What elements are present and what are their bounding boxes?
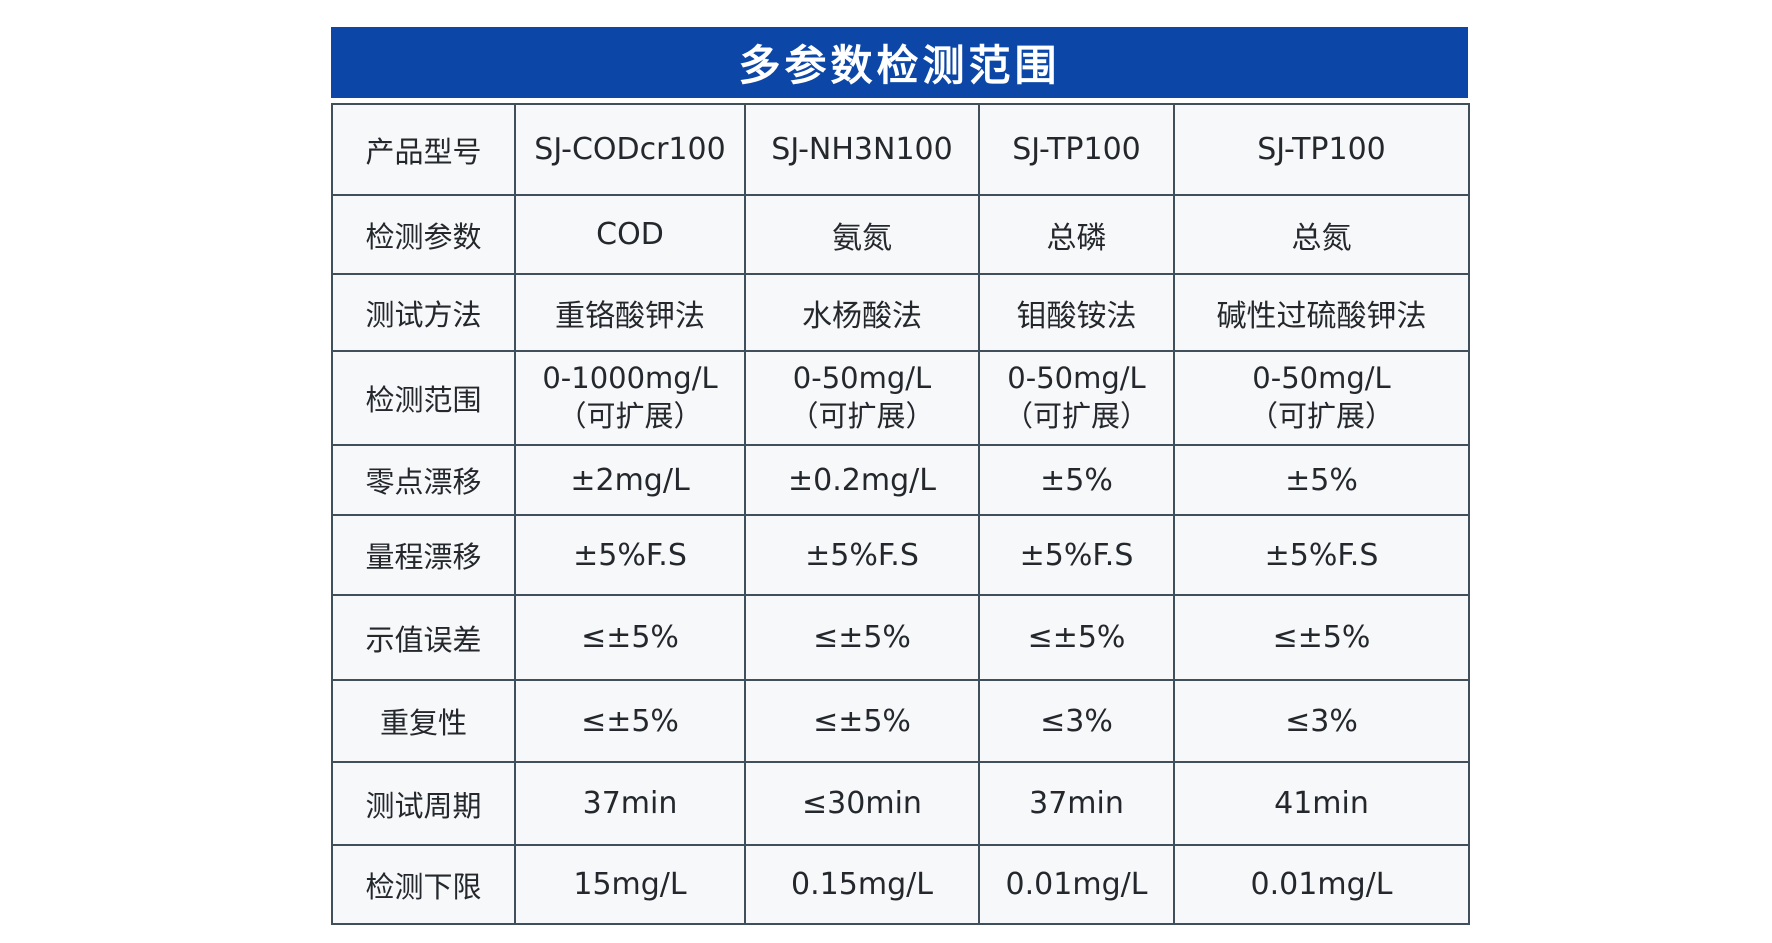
row-label: 示值误差 — [331, 594, 516, 681]
table-cell: ≤3% — [1173, 679, 1470, 763]
table-cell: 41min — [1173, 761, 1470, 846]
range-value: 0-50mg/L — [1252, 361, 1391, 396]
table-cell: 0-50mg/L （可扩展） — [1173, 350, 1470, 446]
row-label: 量程漂移 — [331, 514, 516, 596]
table-cell: 钼酸铵法 — [978, 273, 1175, 352]
row-label: 重复性 — [331, 679, 516, 763]
row-span-drift: 量程漂移 ±5%F.S ±5%F.S ±5%F.S ±5%F.S — [331, 514, 1470, 596]
row-label: 测试周期 — [331, 761, 516, 846]
table-cell: 重铬酸钾法 — [514, 273, 746, 352]
table-cell: 37min — [514, 761, 746, 846]
table-cell: SJ-CODcr100 — [514, 103, 746, 196]
table-cell: 0.01mg/L — [978, 844, 1175, 925]
table-cell: 0-50mg/L （可扩展） — [744, 350, 980, 446]
range-value: 0-50mg/L — [792, 361, 932, 396]
table-cell: ≤±5% — [978, 594, 1175, 681]
row-label: 检测范围 — [331, 350, 516, 446]
row-label: 测试方法 — [331, 273, 516, 352]
range-value: 0-1000mg/L — [542, 361, 718, 396]
table-cell: ≤3% — [978, 679, 1175, 763]
row-label: 零点漂移 — [331, 444, 516, 516]
table-cell: SJ-NH3N100 — [744, 103, 980, 196]
table-title: 多参数检测范围 — [738, 41, 1061, 90]
table-cell: 0.15mg/L — [744, 844, 980, 925]
range-note: （可扩展） — [557, 399, 703, 433]
table-cell: 氨氮 — [744, 194, 980, 275]
table-cell: ±5%F.S — [744, 514, 980, 596]
table-cell: 0.01mg/L — [1173, 844, 1470, 925]
row-detection-parameter: 检测参数 COD 氨氮 总磷 总氮 — [331, 194, 1470, 275]
spec-table-panel: 多参数检测范围 产品型号 SJ-CODcr100 SJ-NH3N100 SJ-T… — [331, 27, 1470, 925]
row-label: 检测参数 — [331, 194, 516, 275]
row-detection-limit: 检测下限 15mg/L 0.15mg/L 0.01mg/L 0.01mg/L — [331, 844, 1470, 925]
row-product-model: 产品型号 SJ-CODcr100 SJ-NH3N100 SJ-TP100 SJ-… — [331, 103, 1470, 196]
row-detection-range: 检测范围 0-1000mg/L （可扩展） 0-50mg/L （可扩展） 0-5… — [331, 350, 1470, 446]
range-note: （可扩展） — [1248, 399, 1394, 433]
table-cell: ±0.2mg/L — [744, 444, 980, 516]
table-cell: 总磷 — [978, 194, 1175, 275]
table-cell: 37min — [978, 761, 1175, 846]
table-cell: ±5%F.S — [514, 514, 746, 596]
row-test-cycle: 测试周期 37min ≤30min 37min 41min — [331, 761, 1470, 846]
row-test-method: 测试方法 重铬酸钾法 水杨酸法 钼酸铵法 碱性过硫酸钾法 — [331, 273, 1470, 352]
table-cell: 15mg/L — [514, 844, 746, 925]
table-cell: ±5%F.S — [978, 514, 1175, 596]
table-cell: ±2mg/L — [514, 444, 746, 516]
row-label: 检测下限 — [331, 844, 516, 925]
row-zero-drift: 零点漂移 ±2mg/L ±0.2mg/L ±5% ±5% — [331, 444, 1470, 516]
table-cell: ≤±5% — [514, 594, 746, 681]
row-repeatability: 重复性 ≤±5% ≤±5% ≤3% ≤3% — [331, 679, 1470, 763]
table-cell: ≤±5% — [514, 679, 746, 763]
table-cell: ≤±5% — [1173, 594, 1470, 681]
table-cell: 0-50mg/L （可扩展） — [978, 350, 1175, 446]
table-cell: SJ-TP100 — [978, 103, 1175, 196]
table-cell: 0-1000mg/L （可扩展） — [514, 350, 746, 446]
table-title-bar: 多参数检测范围 — [331, 27, 1468, 98]
table-cell: ±5%F.S — [1173, 514, 1470, 596]
table-cell: 碱性过硫酸钾法 — [1173, 273, 1470, 352]
row-label: 产品型号 — [331, 103, 516, 196]
table-cell: ±5% — [978, 444, 1175, 516]
range-value: 0-50mg/L — [1007, 361, 1146, 396]
table-cell: ≤±5% — [744, 594, 980, 681]
table-cell: 水杨酸法 — [744, 273, 980, 352]
range-note: （可扩展） — [789, 399, 935, 433]
table-cell: ±5% — [1173, 444, 1470, 516]
table-cell: COD — [514, 194, 746, 275]
table-cell: ≤±5% — [744, 679, 980, 763]
table-cell: ≤30min — [744, 761, 980, 846]
table-cell: 总氮 — [1173, 194, 1470, 275]
row-indication-error: 示值误差 ≤±5% ≤±5% ≤±5% ≤±5% — [331, 594, 1470, 681]
table-cell: SJ-TP100 — [1173, 103, 1470, 196]
spec-table: 产品型号 SJ-CODcr100 SJ-NH3N100 SJ-TP100 SJ-… — [331, 103, 1470, 925]
range-note: （可扩展） — [1003, 399, 1149, 433]
